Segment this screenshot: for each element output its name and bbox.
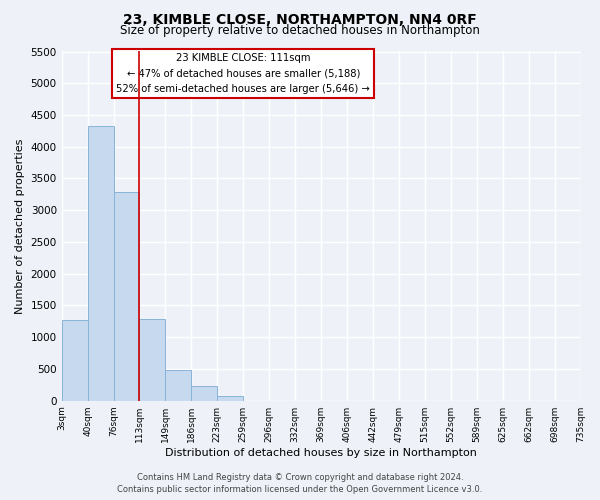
Y-axis label: Number of detached properties: Number of detached properties <box>15 138 25 314</box>
Bar <box>217 396 243 400</box>
Bar <box>139 319 166 400</box>
Bar <box>166 370 191 400</box>
Text: 23 KIMBLE CLOSE: 111sqm
← 47% of detached houses are smaller (5,188)
52% of semi: 23 KIMBLE CLOSE: 111sqm ← 47% of detache… <box>116 53 370 94</box>
Text: Contains HM Land Registry data © Crown copyright and database right 2024.
Contai: Contains HM Land Registry data © Crown c… <box>118 472 482 494</box>
Bar <box>88 126 113 400</box>
Bar <box>191 386 217 400</box>
X-axis label: Distribution of detached houses by size in Northampton: Distribution of detached houses by size … <box>165 448 477 458</box>
Bar <box>62 320 88 400</box>
Text: 23, KIMBLE CLOSE, NORTHAMPTON, NN4 0RF: 23, KIMBLE CLOSE, NORTHAMPTON, NN4 0RF <box>123 12 477 26</box>
Bar <box>113 192 139 400</box>
Text: Size of property relative to detached houses in Northampton: Size of property relative to detached ho… <box>120 24 480 37</box>
